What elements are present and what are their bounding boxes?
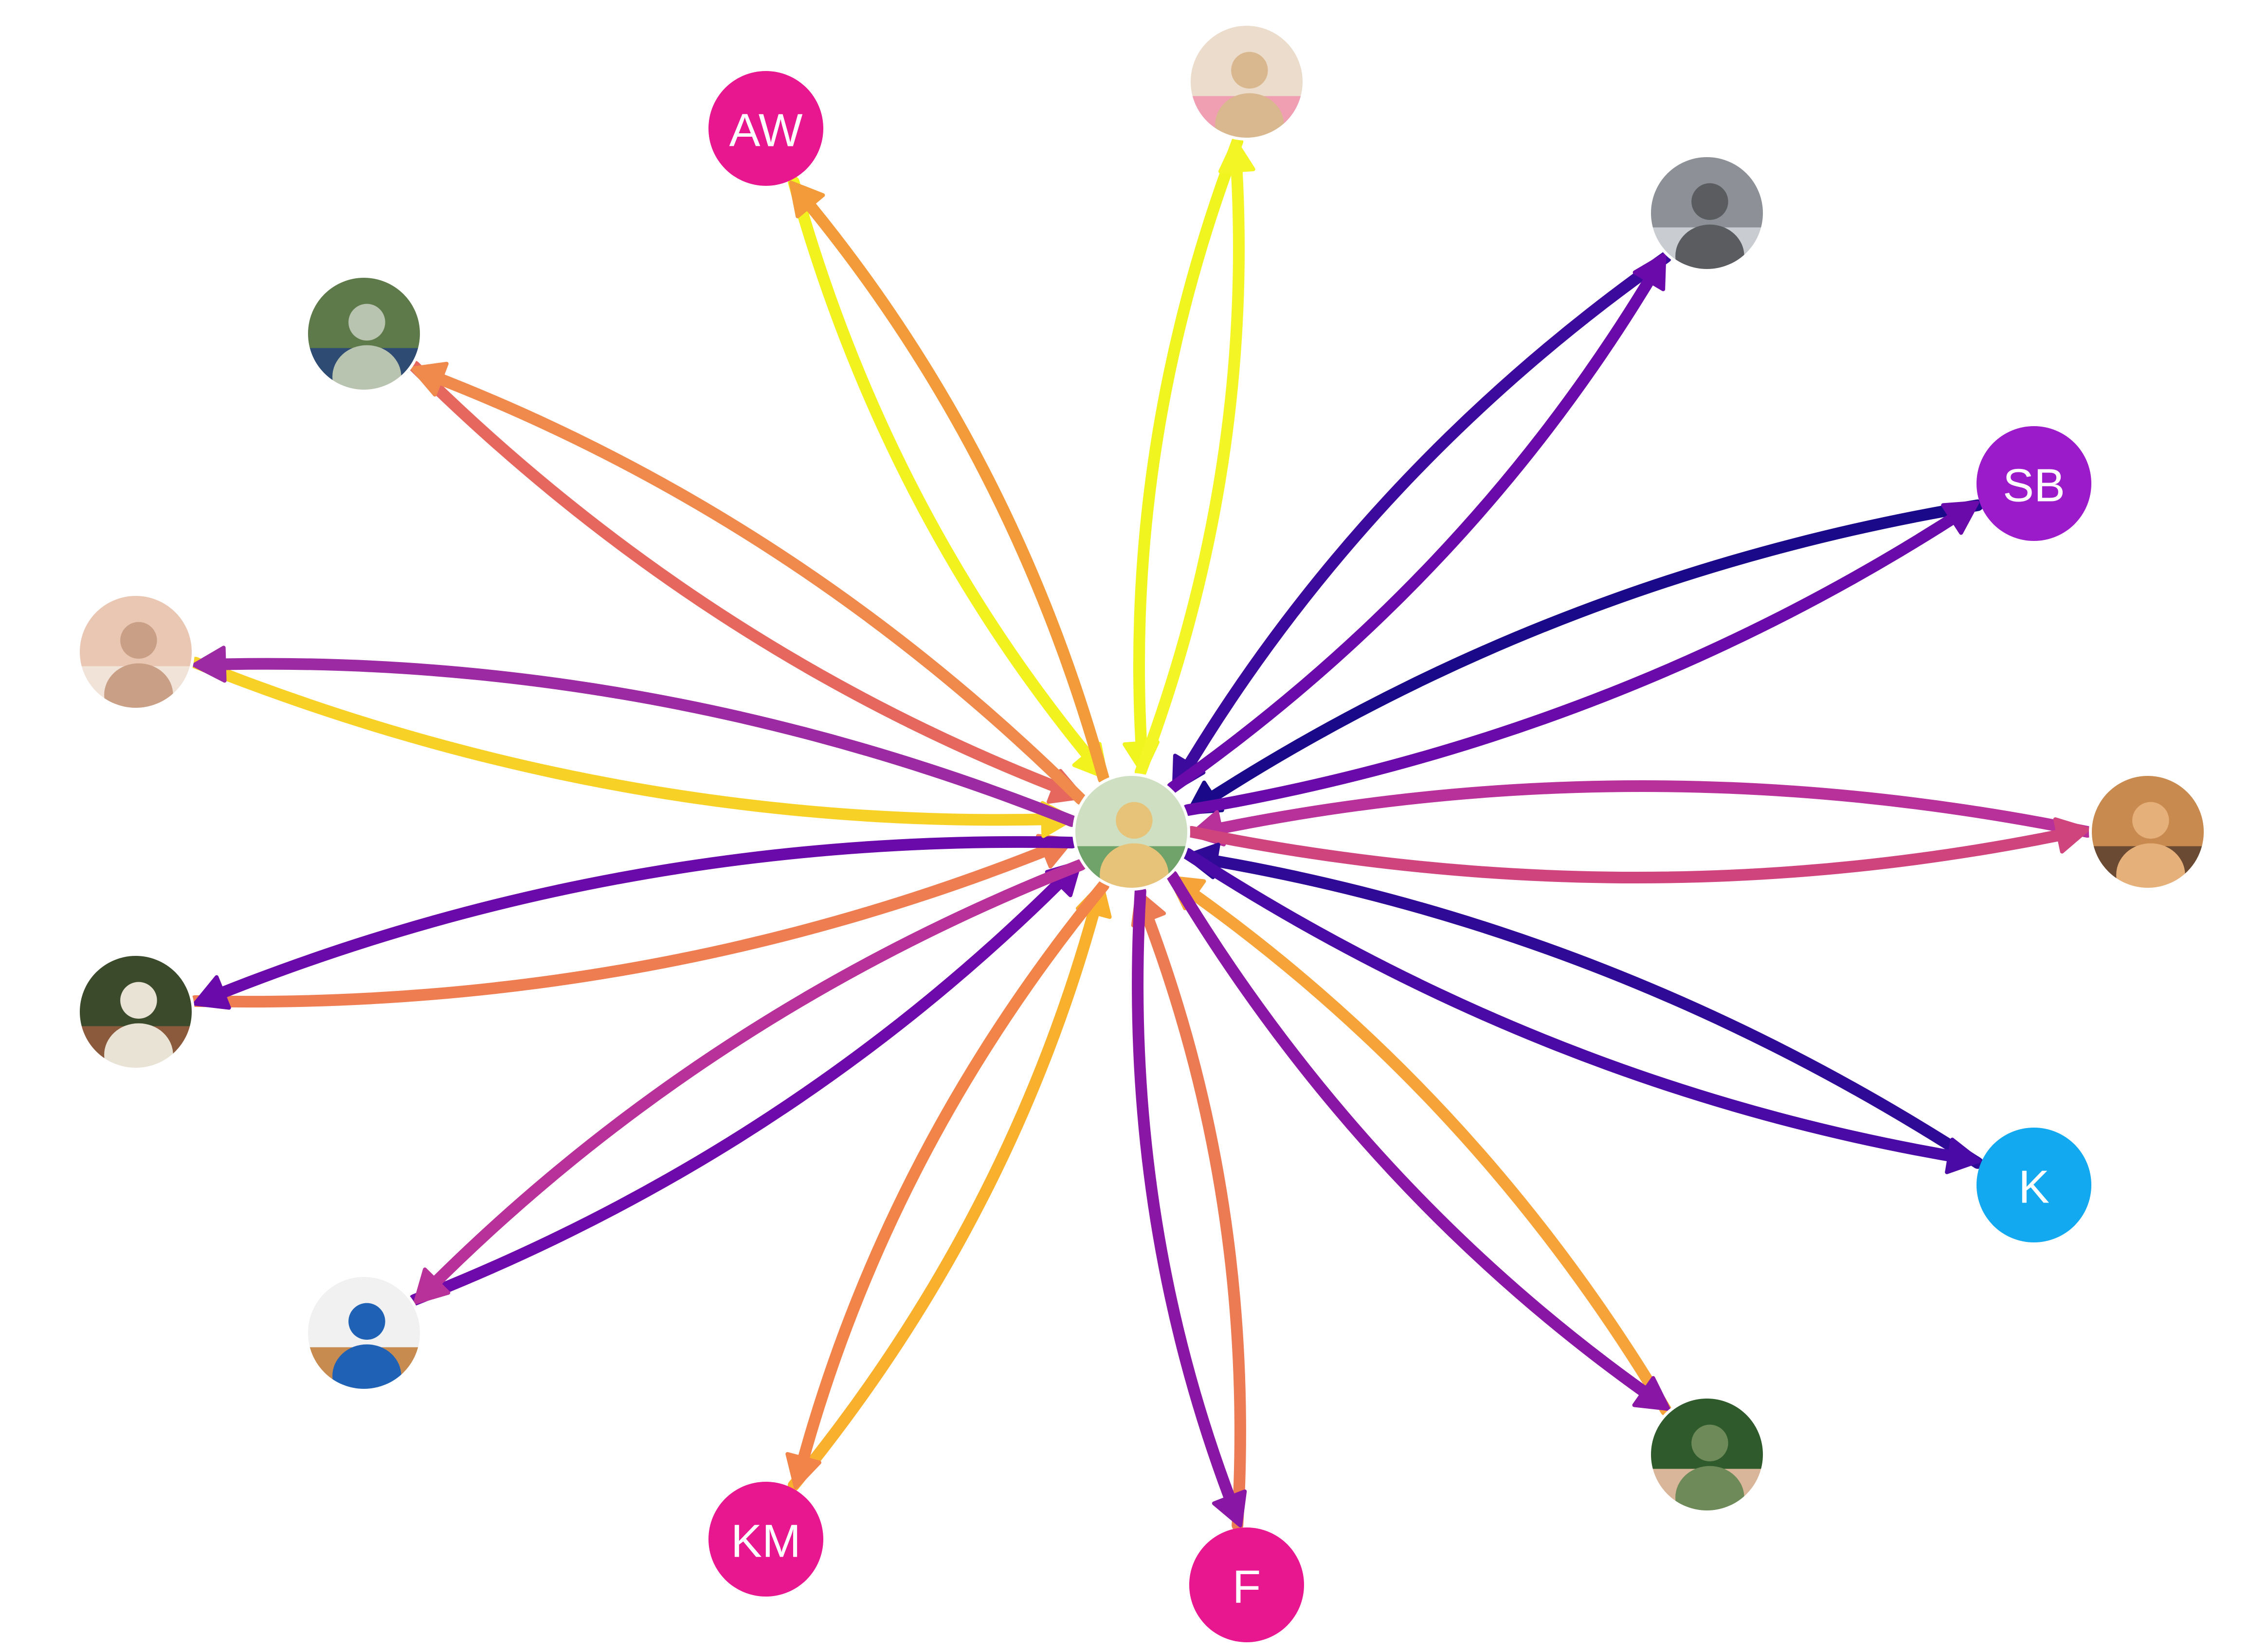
edge-aw-to-center — [788, 176, 1104, 774]
edge-center-to-p-river — [418, 367, 1087, 805]
photo-man-in-suit-icon — [1650, 1397, 1764, 1512]
arrowhead-center-to-f — [1212, 1489, 1247, 1527]
edge-center-to-aw — [793, 186, 1109, 784]
edge-p-vaccine-to-center — [408, 865, 1077, 1306]
node-f-circle — [1189, 1527, 1304, 1642]
arrowhead-center-to-p-rocky-slope — [1632, 253, 1667, 291]
edge-center-to-p-man-suit — [1166, 870, 1664, 1408]
arrowhead-center-to-p-selfie — [192, 646, 227, 683]
photo-orange-cat-icon — [2090, 774, 2205, 889]
arrowhead-center-to-p-vaccine — [413, 1267, 451, 1305]
arrowhead-center-to-km — [785, 1452, 822, 1490]
photo-person-rocky-slope-icon — [1650, 156, 1764, 270]
edge-center-to-km — [793, 880, 1110, 1481]
edge-p-cat-to-center — [1197, 780, 2093, 838]
arrowhead-center-to-sb — [1941, 501, 1979, 535]
arrowhead-center-to-k — [1945, 1137, 1981, 1174]
edge-center-to-p-woman-green — [200, 836, 1078, 1005]
arrowhead-center-to-p-man-suit — [1632, 1376, 1670, 1411]
node-f[interactable]: F — [1189, 1527, 1304, 1642]
photo-vaccine-badge-icon — [307, 1275, 421, 1390]
node-km[interactable]: KM — [708, 1482, 823, 1597]
node-aw[interactable]: AW — [708, 71, 823, 186]
node-k-label: K — [2018, 1161, 2049, 1213]
node-p-rocky-slope[interactable] — [1648, 154, 1766, 287]
node-sb-label: SB — [2003, 460, 2065, 512]
edge-p-selfie-to-center — [189, 657, 1067, 826]
edges-layer — [189, 135, 2093, 1531]
photo-woman-green-shirt-icon — [78, 954, 193, 1069]
photo-two-women-with-dog-icon — [1074, 774, 1189, 889]
node-sb-circle — [1977, 426, 2091, 541]
edge-k-to-center — [1192, 852, 1984, 1169]
node-sb[interactable]: SB — [1977, 426, 2091, 541]
edge-km-to-center — [787, 890, 1105, 1491]
edge-p-woman-green-to-center — [189, 839, 1067, 1008]
node-km-label: KM — [731, 1515, 801, 1567]
nodes-layer: AW SB K F KM — [77, 23, 2207, 1642]
edge-center-to-f — [1132, 885, 1242, 1520]
edge-sb-to-center — [1193, 499, 1984, 812]
photo-woman-pink-glasses-icon — [1189, 24, 1304, 139]
edge-p-man-suit-to-center — [1174, 879, 1672, 1416]
edge-f-to-center — [1136, 897, 1246, 1531]
arrowhead-center-to-p-cat — [2053, 817, 2090, 854]
edge-center-to-p-vaccine — [418, 859, 1087, 1300]
edge-center-to-k — [1181, 848, 1973, 1165]
node-p-cat[interactable] — [2089, 773, 2207, 906]
node-p-selfie[interactable] — [77, 593, 195, 726]
node-p-river[interactable] — [305, 275, 423, 408]
node-p-woman-green[interactable] — [77, 953, 195, 1086]
edge-center-to-sb — [1181, 503, 1973, 816]
photo-man-by-river-icon — [307, 276, 421, 391]
edge-center-to-p-selfie — [200, 658, 1078, 827]
arrowhead-center-to-p-woman-green — [193, 975, 231, 1010]
photo-man-selfie-icon — [78, 594, 193, 709]
arrowhead-center-to-aw — [789, 180, 825, 218]
edge-p-river-to-center — [408, 360, 1077, 799]
edge-center-to-p-cat — [1186, 826, 2082, 883]
node-k-circle — [1977, 1128, 2091, 1242]
node-p-man-suit[interactable] — [1648, 1396, 1766, 1529]
edge-p-rocky-slope-to-center — [1174, 251, 1672, 785]
node-p-pink-glasses[interactable] — [1188, 23, 1306, 156]
edge-p-pink-glasses-to-center — [1133, 135, 1244, 767]
edge-center-to-p-rocky-slope — [1166, 260, 1664, 794]
node-km-circle — [708, 1482, 823, 1597]
node-k[interactable]: K — [1977, 1128, 2091, 1242]
arrowhead-center-to-p-river — [410, 361, 449, 397]
node-center[interactable] — [1072, 773, 1190, 906]
node-aw-circle — [708, 71, 823, 186]
node-aw-label: AW — [729, 105, 802, 157]
node-p-vaccine[interactable] — [305, 1274, 423, 1407]
arrowhead-center-to-p-pink-glasses — [1218, 138, 1255, 174]
edge-center-to-p-pink-glasses — [1134, 147, 1245, 778]
node-f-label: F — [1233, 1561, 1261, 1613]
